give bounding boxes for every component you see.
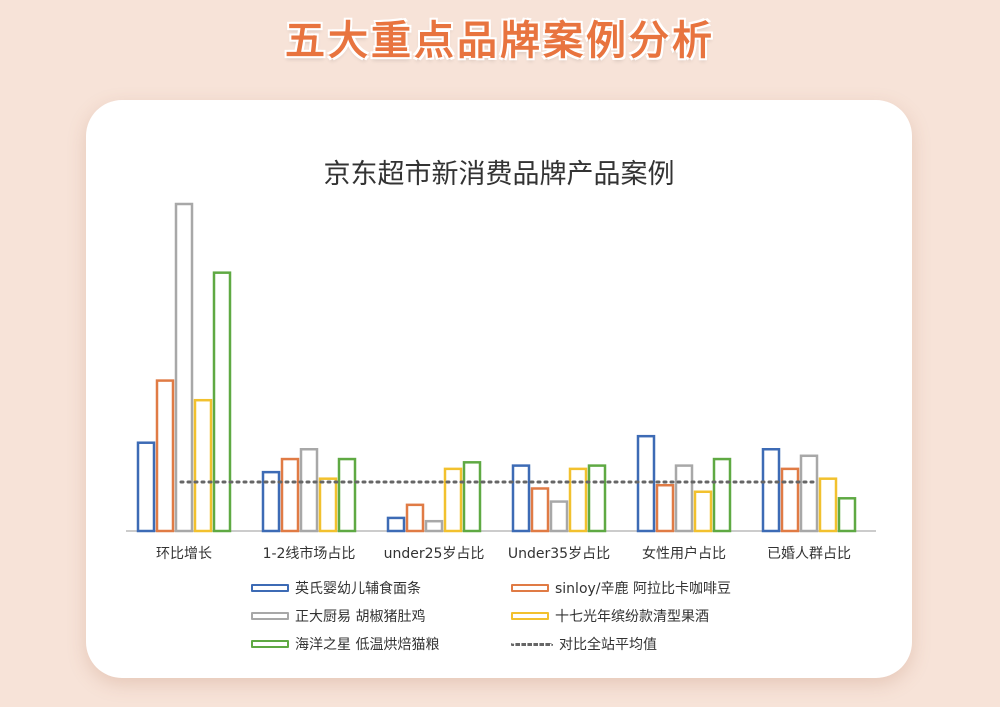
bar-2-4 (530, 487, 550, 533)
legend-item: 正大厨易 胡椒猪肚鸡 (251, 606, 425, 626)
legend-label: 海洋之星 低温烘焙猫粮 (295, 637, 440, 653)
legend-item: 十七光年缤纷款清型果酒 (511, 606, 709, 626)
legend-swatch (511, 642, 553, 646)
legend-label: 十七光年缤纷款清型果酒 (555, 609, 709, 625)
legend-swatch (511, 612, 549, 620)
bar-3-4 (549, 500, 569, 533)
bar-2-3 (405, 503, 425, 533)
x-tick-label: 已婚人群占比 (767, 546, 851, 562)
legend-swatch (251, 640, 289, 648)
page-heading: 五大重点品牌案例分析 (285, 18, 715, 64)
legend-item: 英氏婴幼儿辅食面条 (251, 578, 421, 598)
bar-5-4 (587, 464, 607, 533)
x-tick-label: 1-2线市场占比 (263, 545, 356, 562)
bar-4-3 (443, 467, 463, 533)
bar-4-5 (693, 490, 713, 533)
legend-swatch (511, 584, 549, 592)
bar-3-6 (799, 454, 819, 533)
bar-5-1 (212, 271, 232, 533)
bar-5-2 (337, 457, 357, 533)
bar-1-4 (511, 464, 531, 533)
chart-title: 京东超市新消费品牌产品案例 (323, 159, 675, 190)
bar-3-2 (299, 448, 319, 533)
bar-2-1 (155, 379, 175, 533)
x-tick-label: Under35岁占比 (508, 546, 610, 562)
bar-1-2 (261, 470, 281, 533)
bar-2-5 (655, 483, 675, 533)
legend-label: 正大厨易 胡椒猪肚鸡 (295, 609, 426, 625)
bar-2-2 (280, 457, 300, 533)
bar-chart: 环比增长 1-2线市场占比 under25岁占比 Under35岁占比 女性用户占比 已婚… (126, 202, 876, 562)
legend-swatch (251, 584, 289, 592)
bar-4-2 (318, 477, 338, 533)
bar-4-1 (193, 398, 213, 533)
legend-label: sinloy/辛鹿 阿拉比卡咖啡豆 (555, 581, 731, 597)
x-tick-label: under25岁占比 (384, 546, 485, 562)
bar-1-5 (636, 434, 656, 533)
legend-item: 海洋之星 低温烘焙猫粮 (251, 634, 439, 654)
bar-5-5 (712, 457, 732, 533)
bar-4-4 (568, 467, 588, 533)
bar-5-6 (837, 497, 857, 533)
bar-4-6 (818, 477, 838, 533)
bar-2-6 (780, 467, 800, 533)
bar-3-5 (674, 464, 694, 533)
bar-1-6 (761, 448, 781, 533)
x-tick-label: 环比增长 (156, 546, 212, 562)
x-tick-label: 女性用户占比 (642, 545, 726, 562)
chart-card: 京东超市新消费品牌产品案例 环比增长 1-2线市场占比 under25岁占比 Unde… (86, 100, 912, 678)
bar-3-1 (174, 202, 194, 533)
legend-label: 英氏婴幼儿辅食面条 (295, 581, 421, 597)
bar-3-3 (424, 519, 444, 533)
legend-swatch (251, 612, 289, 620)
bar-5-3 (462, 461, 482, 533)
bar-1-3 (386, 516, 406, 533)
legend-label: 对比全站平均值 (559, 637, 657, 653)
bar-1-1 (136, 441, 156, 533)
legend-item: sinloy/辛鹿 阿拉比卡咖啡豆 (511, 578, 731, 598)
legend-item: 对比全站平均值 (511, 634, 657, 654)
